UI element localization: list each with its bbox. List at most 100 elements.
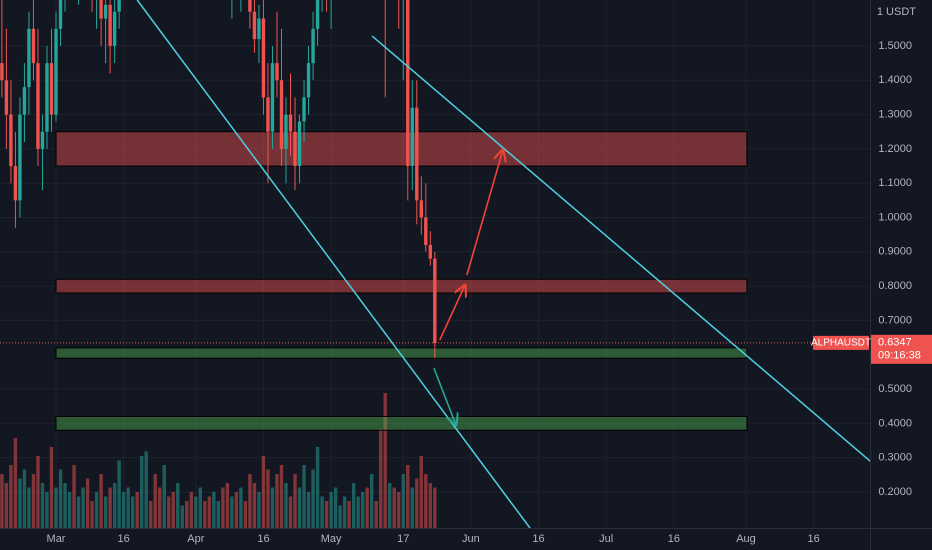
volume-bar <box>257 492 261 528</box>
volume-bar <box>315 447 320 528</box>
candle-body <box>297 121 302 167</box>
y-tick-label: 0.3000 <box>878 452 912 464</box>
volume-bar <box>167 496 171 528</box>
volume-bar <box>360 492 365 528</box>
volume-bar <box>63 483 67 528</box>
candle-body <box>288 114 293 132</box>
volume-bar <box>40 483 45 528</box>
volume-bar <box>369 474 374 528</box>
volume-bar <box>58 469 63 528</box>
volume-bar <box>374 501 378 528</box>
candle-body <box>54 28 58 115</box>
volume-bar <box>162 465 166 528</box>
x-tick-label: 16 <box>118 533 130 545</box>
volume-bar <box>230 496 234 528</box>
candle-body <box>261 18 266 98</box>
volume-bar <box>49 447 54 528</box>
symbol-label: ALPHAUSDT <box>811 337 871 348</box>
volume-bar <box>94 492 99 528</box>
volume-bar <box>45 492 49 528</box>
candle-body <box>27 28 31 88</box>
countdown-label: 09:16:38 <box>878 350 921 362</box>
candle-body <box>302 97 306 122</box>
volume-bar <box>311 469 315 528</box>
candle-body <box>406 0 410 167</box>
candle-body <box>99 0 103 19</box>
candle-body <box>428 244 433 259</box>
volume-bar <box>379 429 383 528</box>
candle-body <box>252 11 257 40</box>
volume-bar <box>248 474 252 528</box>
volume-bar <box>103 496 108 528</box>
arrow <box>439 285 465 341</box>
zone <box>55 131 748 167</box>
candle-body <box>311 28 315 64</box>
volume-bar <box>36 456 40 528</box>
candle-body <box>18 114 22 201</box>
y-tick-label: 1.1000 <box>878 177 912 189</box>
y-tick-label: 1.4000 <box>878 74 912 86</box>
volume-bar <box>81 487 85 528</box>
volume-bar <box>76 496 81 528</box>
volume-bar <box>67 492 72 528</box>
volume-bar <box>212 492 216 528</box>
volume-bar <box>333 487 338 528</box>
currency-label: 1 USDT <box>877 6 916 18</box>
candle-body <box>22 87 27 115</box>
candle-body <box>306 63 311 98</box>
volume-bar <box>392 487 396 528</box>
volume-bar <box>266 469 270 528</box>
candle-body <box>419 200 423 218</box>
candle-body <box>415 107 419 201</box>
volume-bar <box>153 474 157 528</box>
volume-bar <box>324 501 329 528</box>
volume-bar <box>306 492 311 528</box>
volume-bar <box>194 496 198 528</box>
volume-bar <box>270 487 275 528</box>
candle-body <box>270 63 275 132</box>
candle-body <box>49 63 54 115</box>
volume-bar <box>130 496 135 528</box>
candle-body <box>0 63 4 81</box>
candle-body <box>315 0 320 29</box>
x-tick-label: May <box>321 533 342 545</box>
y-tick-label: 0.7000 <box>878 314 912 326</box>
candle-body <box>248 0 252 12</box>
volume-bar <box>288 496 293 528</box>
volume-bar <box>329 492 333 528</box>
y-tick-label: 1.5000 <box>878 40 912 52</box>
x-tick-label: Apr <box>187 533 204 545</box>
candle-body <box>433 258 437 343</box>
candle-body <box>284 114 288 149</box>
y-tick-label: 0.5000 <box>878 383 912 395</box>
volume-bar <box>424 474 428 528</box>
volume-bar <box>347 501 351 528</box>
candle-body <box>40 131 45 149</box>
candle-body <box>275 63 279 81</box>
volume-bar <box>139 456 144 528</box>
volume-bar <box>176 483 180 528</box>
candle-body <box>293 131 297 167</box>
candle-body <box>9 114 13 167</box>
volume-bar <box>171 492 175 528</box>
volume-bar <box>234 492 239 528</box>
candle-body <box>58 0 63 29</box>
candle-body <box>31 28 36 64</box>
volume-bar <box>221 487 225 528</box>
volume-bar <box>0 474 4 528</box>
volume-bar <box>207 496 212 528</box>
x-tick-label: Mar <box>47 533 66 545</box>
candle-body <box>36 63 40 149</box>
y-tick-label: 0.9000 <box>878 246 912 258</box>
price-badge <box>871 334 932 364</box>
x-tick-label: Jun <box>462 533 480 545</box>
volume-bar <box>356 496 360 528</box>
zone <box>55 415 748 431</box>
x-tick-label: 17 <box>397 533 409 545</box>
x-tick-label: Jul <box>599 533 613 545</box>
candle-body <box>410 107 414 167</box>
volume-bar <box>275 474 279 528</box>
volume-bar <box>126 487 130 528</box>
volume-bar <box>54 487 58 528</box>
